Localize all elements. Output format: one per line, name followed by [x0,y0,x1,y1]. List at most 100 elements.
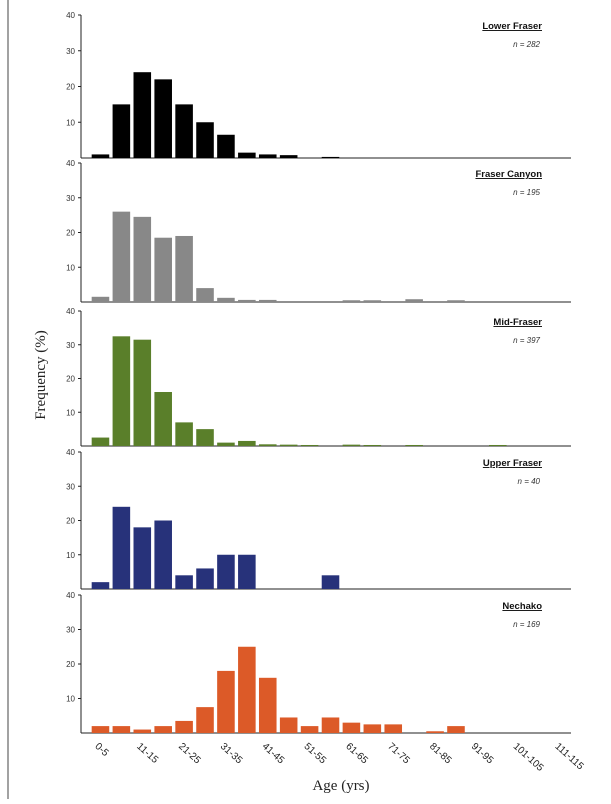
y-axis-title: Frequency (%) [33,330,49,420]
bar-36-40 [238,554,256,589]
y-tick-label: 20 [66,229,75,238]
x-tick-label: 11-15 [134,741,160,766]
y-tick-label: 10 [66,263,75,272]
bar-36-40 [238,440,256,446]
panel-mid-fraser: 10 20 30 40 Mid-Fraser n = 397 [66,307,571,447]
bar-16-20 [154,79,172,158]
bar-76-80 [405,444,423,446]
bar-26-30 [196,429,214,446]
x-tick-label: 71-75 [385,741,412,767]
bar-21-25 [175,575,193,589]
bar-61-65 [342,300,361,302]
panel-title: Fraser Canyon [475,169,542,180]
bar-61-65 [342,444,361,446]
bar-41-45 [258,677,277,733]
x-tick-label: 0-5 [92,741,110,759]
bar-46-50 [279,717,298,733]
bar-11-15 [133,216,152,302]
bar-86-90 [447,726,465,733]
bar-41-45 [258,299,277,302]
bar-26-30 [196,288,214,302]
bar-26-30 [196,122,214,158]
y-tick-label: 20 [66,375,75,384]
bar-56-60 [321,717,340,733]
panel-title: Upper Fraser [483,458,542,469]
panel-n-label: n = 195 [513,188,540,197]
bar-31-35 [217,670,235,733]
bar-0-5 [91,437,110,446]
bar-16-20 [154,520,172,589]
bar-71-75 [384,724,403,733]
y-tick-label: 20 [66,83,75,92]
bar-6-10 [112,506,131,589]
bar-96-100 [489,444,507,446]
bar-51-55 [300,726,319,733]
y-tick-label: 20 [66,660,75,669]
y-tick-label: 20 [66,517,75,526]
bar-21-25 [175,422,193,446]
bar-56-60 [321,156,340,158]
bar-11-15 [133,72,152,158]
y-tick-label: 40 [66,307,75,316]
bar-21-25 [175,235,193,302]
bar-6-10 [112,726,131,733]
bar-76-80 [405,299,423,302]
panel-title: Lower Fraser [482,21,542,32]
bar-46-50 [279,444,298,446]
panel-nechako: 10 20 30 40 Nechako n = 169 [66,591,571,734]
bar-0-5 [91,296,110,302]
bar-41-45 [258,444,277,446]
panel-n-label: n = 40 [518,477,541,486]
bar-61-65 [342,722,361,733]
bar-36-40 [238,152,256,158]
bar-6-10 [112,104,131,158]
bar-36-40 [238,646,256,733]
bar-46-50 [279,155,298,158]
bar-21-25 [175,104,193,158]
bar-21-25 [175,720,193,733]
y-tick-label: 30 [66,482,75,491]
bar-26-30 [196,568,214,589]
x-tick-label: 21-25 [176,741,203,767]
bar-26-30 [196,707,214,733]
x-tick-label: 101-105 [511,741,546,774]
bar-16-20 [154,726,172,733]
panel-fraser-canyon: 10 20 30 40 Fraser Canyon n = 195 [66,159,571,303]
x-tick-label: 91-95 [469,741,496,767]
y-tick-label: 30 [66,341,75,350]
bar-31-35 [217,134,235,158]
bar-31-35 [217,554,235,589]
y-tick-label: 10 [66,118,75,127]
bar-0-5 [91,726,110,733]
panel-title: Mid-Fraser [493,317,542,328]
y-tick-label: 40 [66,11,75,20]
bar-51-55 [300,444,319,446]
panel-title: Nechako [502,601,542,612]
bar-81-85 [426,731,444,733]
y-tick-label: 40 [66,159,75,168]
panel-lower-fraser: 10 20 30 40 Lower Fraser n = 282 [66,11,571,159]
x-axis-title: Age (yrs) [312,778,369,794]
bar-11-15 [133,527,152,589]
y-tick-label: 30 [66,194,75,203]
bar-66-70 [363,724,382,733]
x-tick-label: 111-115 [553,741,586,773]
panel-n-label: n = 282 [513,40,540,49]
bar-0-5 [91,582,110,589]
bar-6-10 [112,211,131,302]
x-tick-label: 51-55 [302,741,329,767]
panel-n-label: n = 397 [513,336,540,345]
bar-86-90 [447,300,465,302]
panel-upper-fraser: 10 20 30 40 Upper Fraser n = 40 [66,448,571,590]
bar-16-20 [154,237,172,302]
y-tick-label: 10 [66,551,75,560]
bar-0-5 [91,154,110,158]
bar-31-35 [217,442,235,446]
bar-31-35 [217,297,235,302]
panel-n-label: n = 169 [513,620,540,629]
x-tick-label: 31-35 [218,741,245,767]
x-tick-label: 81-85 [427,741,454,767]
x-tick-label: 41-45 [260,741,287,767]
